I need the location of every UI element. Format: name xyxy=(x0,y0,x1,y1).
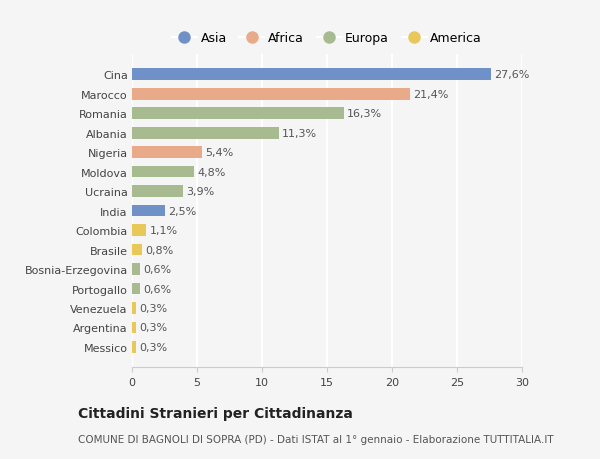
Bar xyxy=(132,128,279,139)
Bar xyxy=(132,341,136,353)
Bar xyxy=(132,322,136,334)
Text: 4,8%: 4,8% xyxy=(197,167,226,177)
Bar xyxy=(132,108,344,120)
Text: 0,3%: 0,3% xyxy=(139,342,167,352)
Bar xyxy=(132,69,491,81)
Text: 11,3%: 11,3% xyxy=(282,129,317,139)
Bar xyxy=(132,263,140,275)
Text: 3,9%: 3,9% xyxy=(186,187,214,197)
Text: 0,3%: 0,3% xyxy=(139,303,167,313)
Bar xyxy=(132,147,202,159)
Bar xyxy=(132,225,146,236)
Text: COMUNE DI BAGNOLI DI SOPRA (PD) - Dati ISTAT al 1° gennaio - Elaborazione TUTTIT: COMUNE DI BAGNOLI DI SOPRA (PD) - Dati I… xyxy=(78,434,554,444)
Text: 2,5%: 2,5% xyxy=(168,206,196,216)
Bar xyxy=(132,283,140,295)
Bar xyxy=(132,89,410,101)
Text: 0,3%: 0,3% xyxy=(139,323,167,333)
Text: 0,6%: 0,6% xyxy=(143,264,171,274)
Bar xyxy=(132,205,164,217)
Text: Cittadini Stranieri per Cittadinanza: Cittadini Stranieri per Cittadinanza xyxy=(78,406,353,420)
Bar xyxy=(132,167,194,178)
Bar xyxy=(132,186,182,197)
Legend: Asia, Africa, Europa, America: Asia, Africa, Europa, America xyxy=(167,27,487,50)
Text: 0,8%: 0,8% xyxy=(146,245,174,255)
Bar xyxy=(132,244,142,256)
Text: 5,4%: 5,4% xyxy=(205,148,234,158)
Bar xyxy=(132,302,136,314)
Text: 16,3%: 16,3% xyxy=(347,109,382,119)
Text: 27,6%: 27,6% xyxy=(494,70,529,80)
Text: 21,4%: 21,4% xyxy=(413,90,449,100)
Text: 1,1%: 1,1% xyxy=(149,225,178,235)
Text: 0,6%: 0,6% xyxy=(143,284,171,294)
